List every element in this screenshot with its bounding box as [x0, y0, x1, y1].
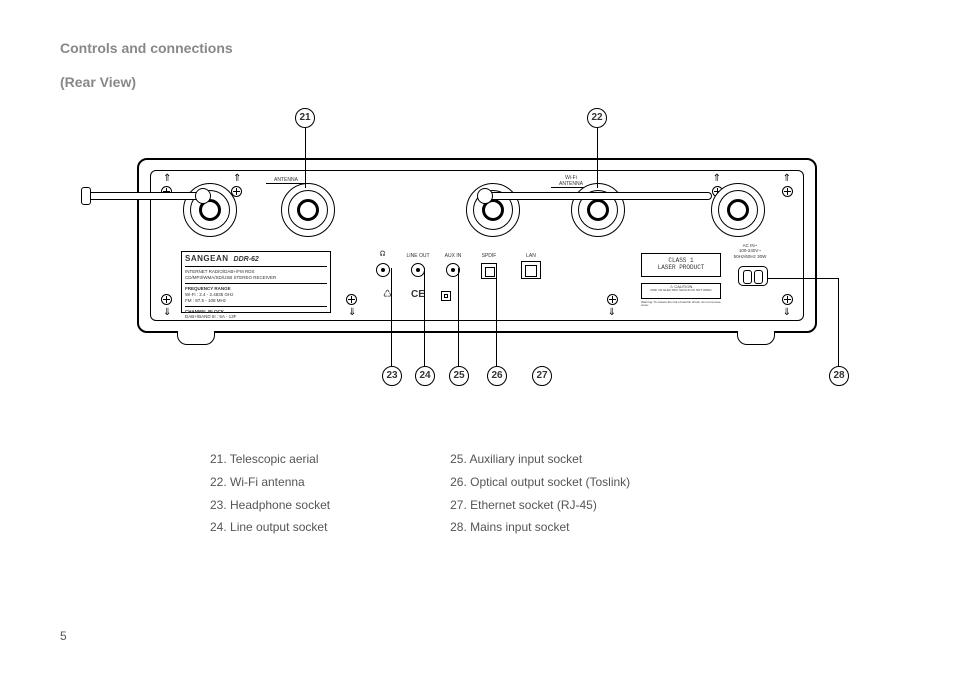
ac-label: AC IN~ 100-240V~ 50Hz/60Hz 30W — [725, 243, 775, 259]
telescopic-aerial-icon — [87, 192, 202, 200]
fine-print: Warning: To reduce the risk of electric … — [641, 301, 721, 308]
callout-line — [391, 268, 392, 366]
device-foot-icon — [737, 331, 775, 345]
laser-class-label: CLASS 1 LASER PRODUCT — [641, 253, 721, 277]
callout-line — [424, 268, 425, 366]
info-panel: SANGEAN DDR-62 INTERNET RADIO/DAB+/FM RD… — [181, 251, 331, 313]
callout-line — [767, 278, 839, 279]
device-chassis: ⇑ ⇑ ⇑ ⇑ ⇓ ⇓ ⇓ ⇓ ANTENNA Wi-Fi ANTENNA SA… — [137, 158, 817, 333]
double-insulation-icon — [441, 291, 451, 301]
callout-22: 22 — [587, 108, 607, 128]
lan-label: LAN — [518, 253, 544, 259]
arrow-up-icon: ⇑ — [713, 173, 721, 184]
lan-port-icon — [521, 261, 541, 279]
headphone-jack-icon — [376, 263, 390, 277]
legend-item: 26. Optical output socket (Toslink) — [450, 471, 630, 494]
lineout-jack-icon — [411, 263, 425, 277]
legend-item: 27. Ethernet socket (RJ-45) — [450, 494, 630, 517]
arrow-down-icon: ⇓ — [348, 307, 356, 318]
brand-text: SANGEAN — [185, 254, 229, 263]
legend-item: 23. Headphone socket — [210, 494, 330, 517]
legend-item: 24. Line output socket — [210, 516, 330, 539]
legend-item: 25. Auxiliary input socket — [450, 448, 630, 471]
freq-line: FM : 87.5 - 108 MHz — [185, 298, 327, 304]
spdif-port-icon — [481, 263, 497, 279]
laser-line: LASER PRODUCT — [642, 264, 720, 271]
arrow-down-icon: ⇓ — [163, 307, 171, 318]
arrow-down-icon: ⇓ — [783, 307, 791, 318]
page-number: 5 — [60, 629, 67, 643]
legend-item: 21. Telescopic aerial — [210, 448, 330, 471]
callout-21: 21 — [295, 108, 315, 128]
arrow-down-icon: ⇓ — [608, 307, 616, 318]
mains-socket-icon — [738, 266, 768, 286]
callout-25: 25 — [449, 366, 469, 386]
rear-view-diagram: 21 22 ⇑ ⇑ ⇑ ⇑ ⇓ ⇓ ⇓ ⇓ ANTENNA — [87, 108, 867, 398]
legend-item: 22. Wi-Fi antenna — [210, 471, 330, 494]
lineout-label: LINE OUT — [403, 253, 433, 259]
arrow-up-icon: ⇑ — [163, 173, 171, 184]
callout-23: 23 — [382, 366, 402, 386]
screw-icon — [161, 294, 172, 305]
wifi-base-icon — [477, 188, 493, 204]
callout-24: 24 — [415, 366, 435, 386]
screw-icon — [782, 186, 793, 197]
model-text: DDR-62 — [234, 256, 259, 263]
spdif-label: SPDIF — [476, 253, 502, 259]
callout-27: 27 — [532, 366, 552, 386]
screw-icon — [346, 294, 357, 305]
callout-line — [597, 128, 598, 188]
callout-28: 28 — [829, 366, 849, 386]
chan-line: DAB+/BAND III : 5A - 13F — [185, 314, 327, 320]
legend: 21. Telescopic aerial 22. Wi-Fi antenna … — [210, 448, 894, 539]
headphone-label: 🎧 — [373, 251, 393, 257]
aerial-tip-icon — [81, 187, 91, 205]
laser-line: CLASS 1 — [642, 257, 720, 264]
arrow-up-icon: ⇑ — [233, 173, 241, 184]
antenna-ring — [281, 183, 335, 237]
legend-item: 28. Mains input socket — [450, 516, 630, 539]
desc-line: CD/MP3/WMA/SD/USB STEREO RECEIVER — [185, 275, 327, 281]
auxin-label: AUX IN — [438, 253, 468, 259]
callout-line — [496, 268, 497, 366]
callout-line — [838, 278, 839, 366]
callout-line — [305, 128, 306, 188]
legend-col-right: 25. Auxiliary input socket 26. Optical o… — [450, 448, 630, 539]
screw-icon — [607, 294, 618, 305]
caution-label: ⚠ CAUTION RISK OF ELECTRIC SHOCK DO NOT … — [641, 283, 721, 299]
screw-icon — [782, 294, 793, 305]
aerial-base-icon — [195, 188, 211, 204]
device-foot-icon — [177, 331, 215, 345]
callout-line — [458, 268, 459, 366]
legend-col-left: 21. Telescopic aerial 22. Wi-Fi antenna … — [210, 448, 330, 539]
section-title-2: (Rear View) — [60, 74, 894, 90]
wifi-antenna-icon — [482, 192, 712, 200]
arrow-up-icon: ⇑ — [783, 173, 791, 184]
callout-26: 26 — [487, 366, 507, 386]
mount-ring — [711, 183, 765, 237]
section-title-1: Controls and connections — [60, 40, 894, 56]
ce-mark-icon: CE — [411, 289, 425, 300]
